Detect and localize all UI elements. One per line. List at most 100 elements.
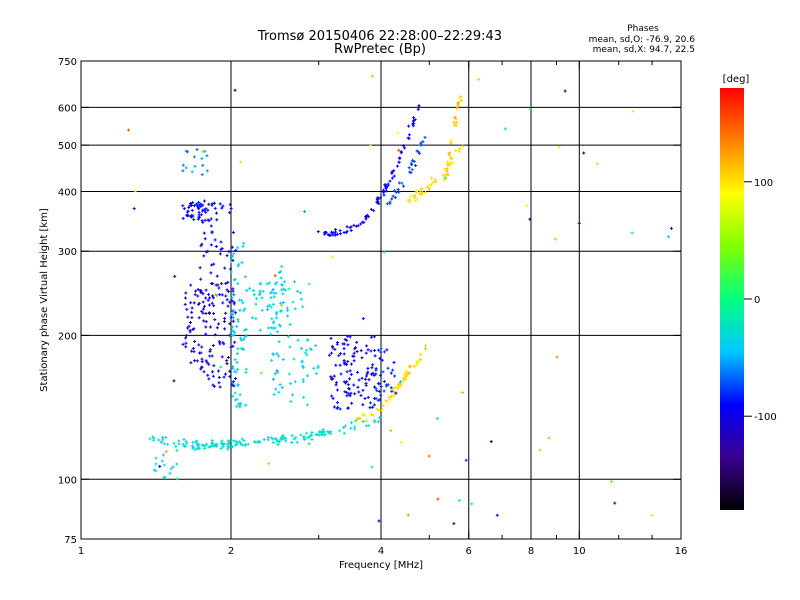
data-point: [193, 293, 197, 297]
data-point: [337, 354, 341, 358]
data-point: [326, 429, 330, 433]
data-point: [386, 366, 390, 370]
data-point: [528, 217, 532, 221]
data-point: [191, 446, 195, 450]
data-point: [233, 398, 237, 402]
data-point: [445, 169, 449, 173]
data-point: [309, 433, 313, 437]
data-point: [172, 441, 176, 445]
data-point: [296, 289, 300, 293]
data-point: [449, 156, 453, 160]
data-point: [406, 513, 410, 517]
data-point: [177, 439, 181, 443]
data-point: [333, 347, 337, 351]
data-point: [237, 262, 241, 266]
data-point: [213, 333, 217, 337]
data-point: [240, 347, 244, 351]
data-point: [267, 462, 271, 466]
data-point: [269, 296, 273, 300]
data-point: [272, 393, 276, 397]
data-point: [222, 375, 226, 379]
data-point: [164, 436, 168, 440]
data-point: [315, 433, 319, 437]
data-point: [361, 419, 365, 423]
data-point: [204, 296, 208, 300]
data-point: [355, 340, 359, 344]
data-point: [175, 477, 179, 481]
data-point: [372, 373, 376, 377]
data-point: [290, 434, 294, 438]
data-point: [160, 459, 164, 463]
data-point: [266, 326, 270, 330]
data-point: [445, 160, 449, 164]
data-point: [346, 343, 350, 347]
data-point: [212, 364, 216, 368]
data-point: [312, 366, 316, 370]
chart-title: Tromsø 20150406 22:28:00–22:29:43: [257, 29, 502, 44]
data-point: [195, 359, 199, 363]
data-point: [403, 373, 407, 377]
data-point: [220, 355, 224, 359]
data-point: [225, 254, 229, 258]
data-point: [200, 157, 204, 161]
data-point: [525, 204, 529, 208]
chart-subtitle: RwPretec (Bp): [334, 42, 426, 57]
data-point: [248, 286, 252, 290]
data-point: [418, 357, 422, 361]
data-point: [366, 366, 370, 370]
data-point: [342, 360, 346, 364]
data-point: [231, 308, 235, 312]
data-point: [223, 317, 227, 321]
data-point: [369, 207, 373, 211]
data-point: [291, 393, 295, 397]
data-point: [453, 116, 457, 120]
data-point: [210, 294, 214, 298]
data-point: [372, 209, 376, 213]
data-point: [198, 266, 202, 270]
data-point: [236, 383, 240, 387]
data-point: [222, 320, 226, 324]
data-point: [293, 380, 297, 384]
data-point: [455, 120, 459, 124]
data-point: [316, 230, 320, 234]
data-point: [392, 189, 396, 193]
data-point: [214, 283, 218, 287]
data-point: [183, 302, 187, 306]
data-point: [412, 119, 416, 123]
data-point: [133, 189, 137, 193]
data-point: [227, 250, 231, 254]
data-point: [191, 214, 195, 218]
data-point: [218, 293, 222, 297]
data-point: [343, 381, 347, 385]
data-point: [448, 160, 452, 164]
data-point: [292, 437, 296, 441]
data-point: [364, 377, 368, 381]
data-point: [238, 441, 242, 445]
data-point: [384, 399, 388, 403]
data-point: [451, 161, 455, 165]
data-point: [238, 393, 242, 397]
data-point: [415, 197, 419, 201]
data-point: [342, 347, 346, 351]
data-point: [190, 316, 194, 320]
data-point: [189, 361, 193, 365]
data-point: [231, 381, 235, 385]
data-point: [321, 428, 325, 432]
data-point: [182, 207, 186, 211]
data-point: [420, 187, 424, 191]
data-point: [191, 201, 195, 205]
data-point: [378, 398, 382, 402]
data-point: [215, 444, 219, 448]
data-point: [271, 440, 275, 444]
data-point: [201, 311, 205, 315]
data-point: [555, 355, 559, 359]
data-point: [365, 424, 369, 428]
x-axis-label: Frequency [MHz]: [339, 560, 423, 571]
data-point: [349, 391, 353, 395]
data-point: [175, 449, 179, 453]
data-point: [427, 187, 431, 191]
data-point: [274, 387, 278, 391]
data-point: [413, 118, 417, 122]
data-point: [407, 133, 411, 137]
data-point: [197, 206, 201, 210]
